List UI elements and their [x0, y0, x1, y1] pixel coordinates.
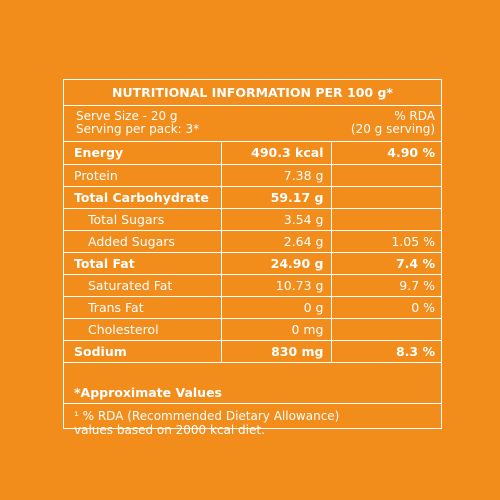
nutrient-rda: 9.7 %: [331, 274, 441, 297]
nutrition-panel: NUTRITIONAL INFORMATION PER 100 g* Serve…: [63, 79, 442, 437]
nutrient-name: Trans Fat: [64, 296, 222, 319]
rda-heading: % RDA (20 g serving): [351, 110, 435, 136]
nutrient-name: Total Carbohydrate: [64, 186, 222, 209]
nutrient-amount: 0 mg: [221, 318, 332, 341]
nutrient-name: Saturated Fat: [64, 274, 222, 297]
nutrient-row: Total Fat 24.90 g 7.4 %: [64, 252, 441, 275]
nutrient-rda: 8.3 %: [331, 340, 441, 363]
nutrient-name: Sodium: [64, 340, 222, 363]
rda-label: % RDA: [394, 109, 435, 123]
nutrient-amount: 24.90 g: [221, 252, 332, 275]
nutrient-row: Sodium 830 mg 8.3 %: [64, 340, 441, 363]
nutrient-rda: [331, 186, 441, 209]
nutrient-rda: 0 %: [331, 296, 441, 319]
footnote: ¹ % RDA (Recommended Dietary Allowance) …: [74, 409, 434, 437]
nutrition-table-body: Energy 490.3 kcal 4.90 % Protein 7.38 g Total…: [64, 142, 441, 363]
nutrient-name: Total Sugars: [64, 208, 222, 231]
nutrient-rda: 4.90 %: [331, 142, 441, 165]
nutrient-row: Added Sugars 2.64 g 1.05 %: [64, 230, 441, 253]
nutrient-rda: [331, 208, 441, 231]
nutrient-name: Cholesterol: [64, 318, 222, 341]
panel-title: NUTRITIONAL INFORMATION PER 100 g*: [64, 80, 441, 106]
nutrient-row: Energy 490.3 kcal 4.90 %: [64, 142, 441, 165]
nutrient-rda: 1.05 %: [331, 230, 441, 253]
nutrient-amount: 830 mg: [221, 340, 332, 363]
footnote-line-1: ¹ % RDA (Recommended Dietary Allowance): [74, 409, 340, 423]
nutrient-name: Added Sugars: [64, 230, 222, 253]
nutrient-row: Cholesterol 0 mg: [64, 318, 441, 341]
nutrient-row: Protein 7.38 g: [64, 164, 441, 187]
serving-info: Serve Size - 20 g Serving per pack: 3*: [76, 110, 199, 136]
serving-per-pack: Serving per pack: 3*: [76, 122, 200, 136]
nutrient-row: Total Carbohydrate 59.17 g: [64, 186, 441, 209]
nutrient-name: Protein: [64, 164, 222, 187]
nutrient-name: Total Fat: [64, 252, 222, 275]
nutrient-amount: 2.64 g: [221, 230, 332, 253]
serve-size: Serve Size - 20 g: [76, 109, 178, 123]
nutrient-rda: 7.4 %: [331, 252, 441, 275]
nutrient-row: Saturated Fat 10.73 g 9.7 %: [64, 274, 441, 297]
nutrient-rda: [331, 318, 441, 341]
nutrient-name: Energy: [64, 142, 222, 165]
nutrient-amount: 490.3 kcal: [221, 142, 332, 165]
serving-header: Serve Size - 20 g Serving per pack: 3* %…: [64, 106, 441, 142]
nutrient-amount: 10.73 g: [221, 274, 332, 297]
nutrient-amount: 59.17 g: [221, 186, 332, 209]
approx-note: *Approximate Values: [64, 382, 441, 404]
nutrient-row: Total Sugars 3.54 g: [64, 208, 441, 231]
rda-basis: (20 g serving): [350, 122, 435, 136]
nutrient-amount: 7.38 g: [221, 164, 332, 187]
nutrition-table: Energy 490.3 kcal 4.90 % Protein 7.38 g Total…: [64, 142, 441, 363]
nutrient-rda: [331, 164, 441, 187]
footnote-line-2: values based on 2000 kcal diet.: [74, 423, 265, 437]
nutrient-amount: 3.54 g: [221, 208, 332, 231]
nutrient-amount: 0 g: [221, 296, 332, 319]
